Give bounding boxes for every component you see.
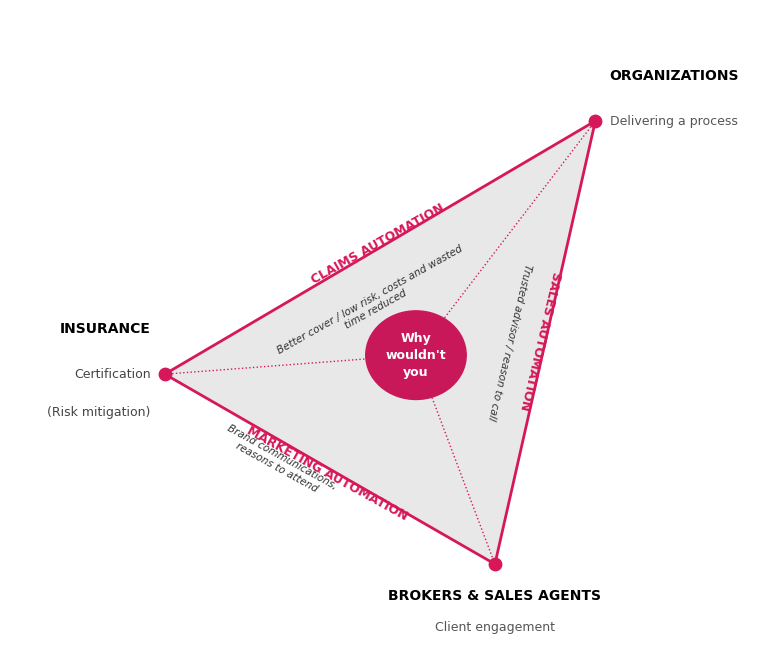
Text: (Risk mitigation): (Risk mitigation) [47,406,150,419]
Text: CLAIMS AUTOMATION: CLAIMS AUTOMATION [309,201,447,287]
Text: Client engagement: Client engagement [435,621,555,634]
Text: ORGANIZATIONS: ORGANIZATIONS [610,69,739,83]
Text: MARKETING AUTOMATION: MARKETING AUTOMATION [245,424,410,523]
Text: Delivering a process: Delivering a process [610,115,738,127]
Text: Certification: Certification [74,367,150,381]
Point [159,369,171,379]
Text: SALES AUTOMATION: SALES AUTOMATION [517,270,563,412]
Circle shape [365,311,466,399]
Text: Why
wouldn't
you: Why wouldn't you [385,332,447,378]
Text: BROKERS & SALES AGENTS: BROKERS & SALES AGENTS [388,589,601,604]
Text: INSURANCE: INSURANCE [60,322,150,336]
Text: Better cover / low risk, costs and wasted
time reduced: Better cover / low risk, costs and waste… [276,243,470,366]
Text: Trusted advisor / reason to call: Trusted advisor / reason to call [486,263,532,422]
Point [589,116,601,126]
Text: Brand communications,
reasons to attend: Brand communications, reasons to attend [221,424,339,502]
Point [489,559,501,569]
Polygon shape [165,121,595,564]
